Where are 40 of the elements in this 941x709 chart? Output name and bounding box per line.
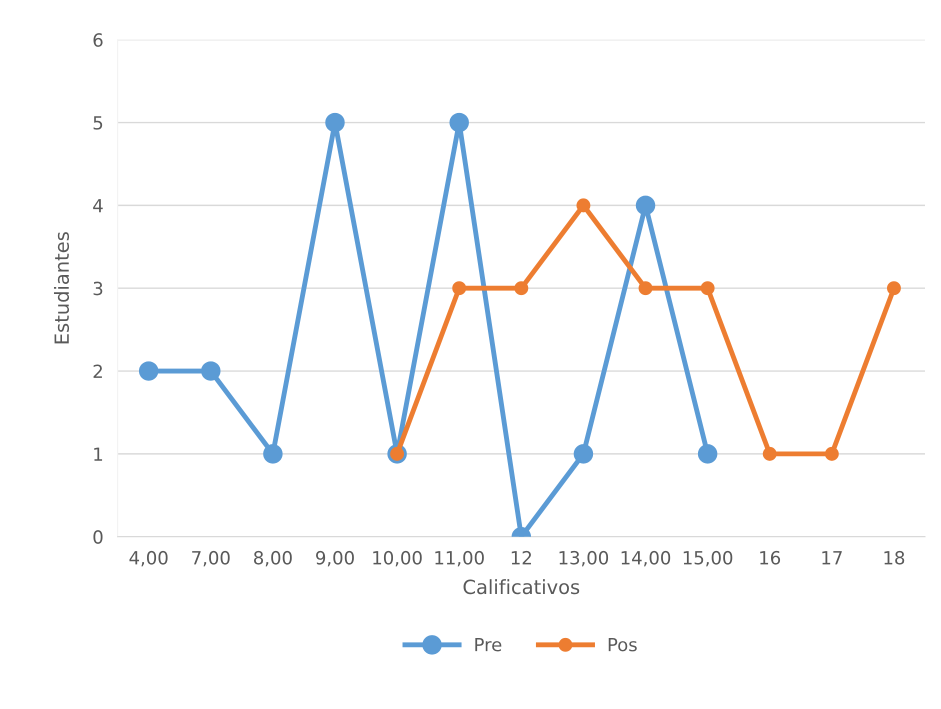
x-tick-label: 17	[822, 551, 842, 564]
x-axis-title: Calificativos	[464, 579, 580, 594]
x-tick-label: 15,00	[684, 550, 732, 566]
point	[638, 281, 652, 296]
y-tick-label: 0	[93, 530, 103, 544]
y-tick-label: 5	[94, 116, 102, 130]
point	[887, 281, 901, 296]
point	[201, 361, 221, 381]
y-tick-label: 3	[94, 282, 102, 296]
point	[700, 281, 715, 296]
x-tick-label: 11,00	[435, 550, 484, 566]
x-tick-label: 4,00	[129, 550, 168, 566]
y-tick-label: 6	[94, 33, 103, 47]
legend-label: Pre	[475, 638, 502, 652]
y-tick-label: 4	[93, 199, 103, 212]
point	[514, 281, 528, 296]
point	[698, 444, 718, 464]
y-tick-label: 1	[94, 448, 102, 461]
point	[449, 112, 469, 132]
point	[824, 446, 839, 461]
x-tick-label: 16	[760, 550, 780, 565]
x-tick-label: 18	[884, 550, 904, 565]
x-tick-label: 13,00	[560, 550, 608, 566]
point	[762, 446, 777, 461]
point	[576, 198, 590, 212]
point	[325, 112, 345, 132]
point	[138, 361, 158, 381]
legend-label: Pos	[608, 638, 637, 652]
point	[452, 281, 466, 296]
y-tick-label: 2	[94, 364, 102, 378]
y-axis-title: Estudiantes	[54, 232, 70, 344]
point	[574, 444, 594, 464]
point	[263, 444, 283, 464]
x-tick-label: 7,00	[192, 550, 230, 566]
x-tick-label: 9,00	[316, 550, 354, 566]
x-tick-label: 8,00	[254, 550, 292, 566]
x-tick-label: 12	[512, 550, 531, 564]
x-tick-label: 14,00	[622, 550, 670, 566]
x-tick-label: 10,00	[373, 550, 422, 566]
point	[636, 196, 656, 216]
